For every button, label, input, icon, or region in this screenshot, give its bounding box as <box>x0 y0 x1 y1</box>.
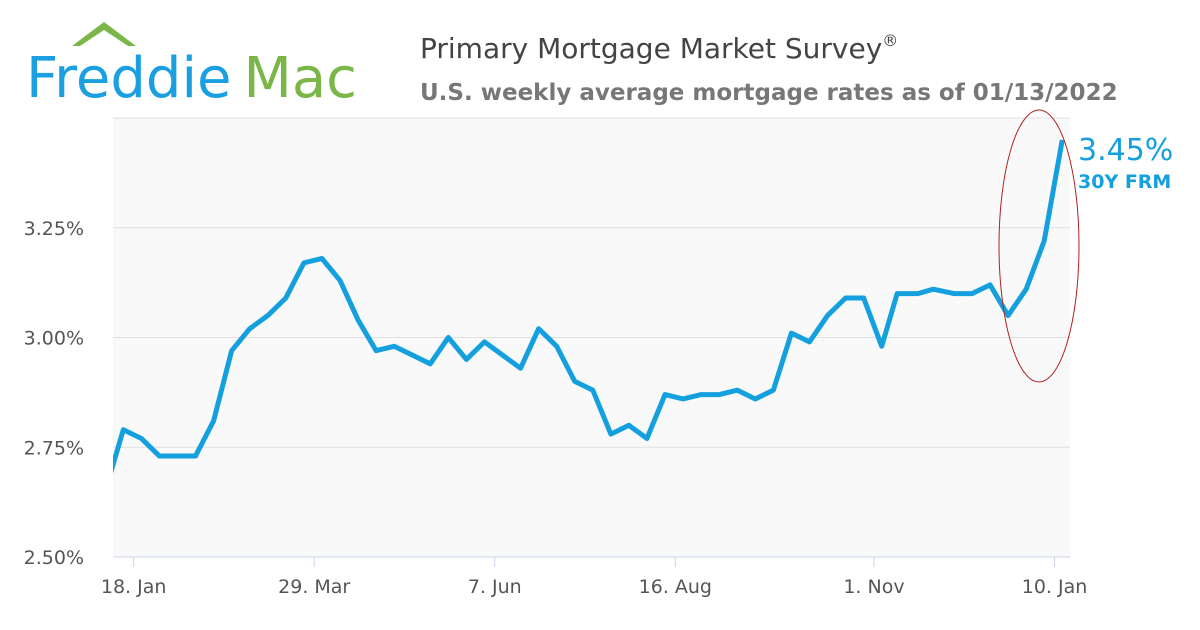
x-tick-label: 1. Nov <box>843 576 904 598</box>
plot <box>113 139 1070 558</box>
chart-subtitle: U.S. weekly average mortgage rates as of… <box>420 80 1118 106</box>
x-tick-label: 16. Aug <box>639 576 712 598</box>
title-mark: ® <box>882 31 898 50</box>
highlight-ellipse <box>998 109 1080 383</box>
value-label: 3.45% <box>1078 133 1173 168</box>
series-clip <box>113 139 1065 474</box>
y-tick-label: 2.50% <box>24 547 84 569</box>
x-tick-label: 18. Jan <box>101 576 167 598</box>
series-label: 30Y FRM <box>1078 171 1171 193</box>
logo-roof <box>72 22 136 46</box>
x-tick-label: 10. Jan <box>1022 576 1088 598</box>
y-tick-label: 3.25% <box>24 218 84 240</box>
x-tick-label: 7. Jun <box>468 576 522 598</box>
logo: Freddie Mac <box>26 46 357 111</box>
series-line <box>113 139 1065 474</box>
y-tick-label: 3.00% <box>24 328 84 350</box>
logo-mac: Mac <box>244 46 357 111</box>
y-tick-label: 2.75% <box>24 437 84 459</box>
x-tick-label: 29. Mar <box>278 576 350 598</box>
logo-freddie: Freddie <box>26 46 232 111</box>
title-text: Primary Mortgage Market Survey <box>420 32 882 65</box>
chart-title: Primary Mortgage Market Survey® <box>420 31 898 65</box>
